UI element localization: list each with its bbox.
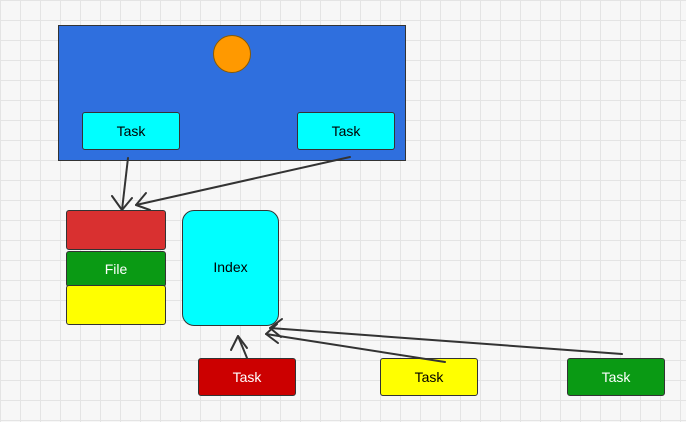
index-node[interactable]: Index bbox=[182, 210, 279, 326]
top-task-left-label: Task bbox=[116, 123, 146, 139]
top-task-left[interactable]: Task bbox=[82, 112, 180, 150]
bottom-task-yellow[interactable]: Task bbox=[380, 358, 478, 396]
file-node[interactable]: File bbox=[66, 251, 166, 287]
arrowhead-task-right-to-stack bbox=[135, 192, 151, 211]
top-task-right[interactable]: Task bbox=[297, 112, 395, 150]
bottom-task-red[interactable]: Task bbox=[198, 358, 296, 396]
stack-yellow-segment[interactable] bbox=[66, 285, 166, 325]
bottom-task-red-label: Task bbox=[232, 369, 262, 385]
top-task-right-label: Task bbox=[331, 123, 361, 139]
stack-red-segment[interactable] bbox=[66, 210, 166, 250]
arrowhead-yellow-task-to-index bbox=[265, 323, 279, 344]
bottom-task-yellow-label: Task bbox=[414, 369, 444, 385]
edge-red-task-to-index[interactable] bbox=[237, 335, 248, 359]
bottom-task-green-label: Task bbox=[601, 369, 631, 385]
arrowhead-red-task-to-index bbox=[230, 335, 248, 351]
file-label: File bbox=[104, 261, 128, 277]
edge-green-task-to-index[interactable] bbox=[269, 327, 623, 355]
arrowhead-task-left-to-stack bbox=[111, 195, 133, 211]
edge-task-left-to-stack[interactable] bbox=[121, 157, 129, 211]
start-event-circle[interactable] bbox=[213, 35, 251, 73]
index-label: Index bbox=[213, 259, 248, 275]
bottom-task-green[interactable]: Task bbox=[567, 358, 665, 396]
edge-task-right-to-stack[interactable] bbox=[135, 156, 351, 206]
